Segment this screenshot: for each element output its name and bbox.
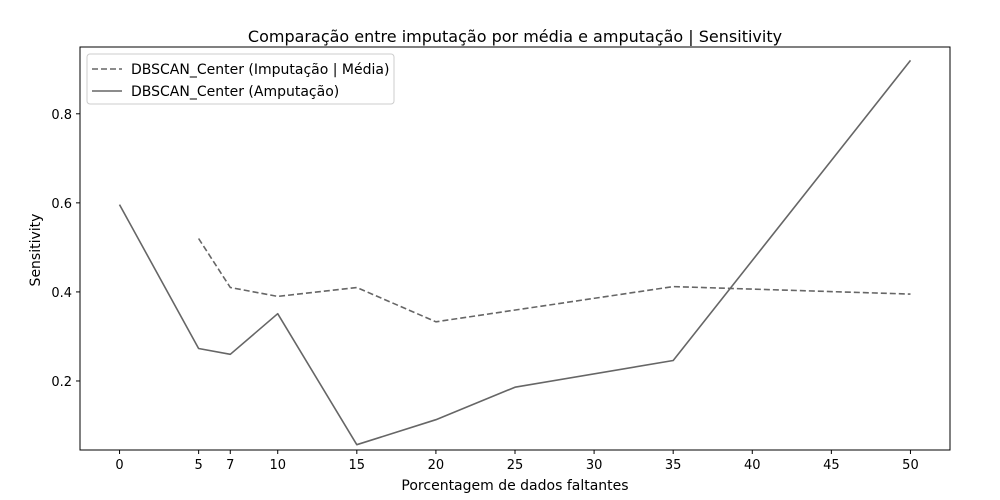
x-axis-label: Porcentagem de dados faltantes <box>401 478 628 494</box>
x-tick-label: 10 <box>269 458 286 473</box>
axis-ticks: 0 5 7 10 15 20 25 30 35 40 45 50 0.2 0.4 0.6 0.8 <box>51 108 918 473</box>
series-lines <box>118 59 912 446</box>
y-tick-label: 0.4 <box>51 286 72 301</box>
x-tick-label: 20 <box>428 458 445 473</box>
legend: DBSCAN_Center (Imputação | Média) DBSCAN… <box>86 53 395 105</box>
legend-label-imputacao: DBSCAN_Center (Imputação | Média) <box>131 62 389 78</box>
y-tick-label: 0.8 <box>51 108 72 123</box>
x-tick-label: 0 <box>115 458 123 473</box>
x-tick-label: 40 <box>744 458 761 473</box>
legend-label-amputacao: DBSCAN_Center (Amputação) <box>131 84 339 100</box>
x-tick-label: 35 <box>665 458 682 473</box>
x-tick-label: 7 <box>226 458 234 473</box>
plot-area <box>79 46 951 451</box>
y-axis-label: Sensitivity <box>28 214 44 287</box>
y-tick-label: 0.6 <box>51 197 72 212</box>
series-line-imputacao-media <box>197 238 911 323</box>
x-tick-label: 25 <box>507 458 524 473</box>
x-tick-label: 5 <box>194 458 202 473</box>
x-tick-label: 30 <box>586 458 603 473</box>
y-tick-label: 0.2 <box>51 375 72 390</box>
chart-title: Comparação entre imputação por média e a… <box>248 27 782 46</box>
x-tick-label: 15 <box>349 458 366 473</box>
series-line-amputacao <box>118 59 912 446</box>
x-tick-label: 50 <box>902 458 919 473</box>
x-tick-label: 45 <box>823 458 840 473</box>
legend-box <box>86 53 395 105</box>
